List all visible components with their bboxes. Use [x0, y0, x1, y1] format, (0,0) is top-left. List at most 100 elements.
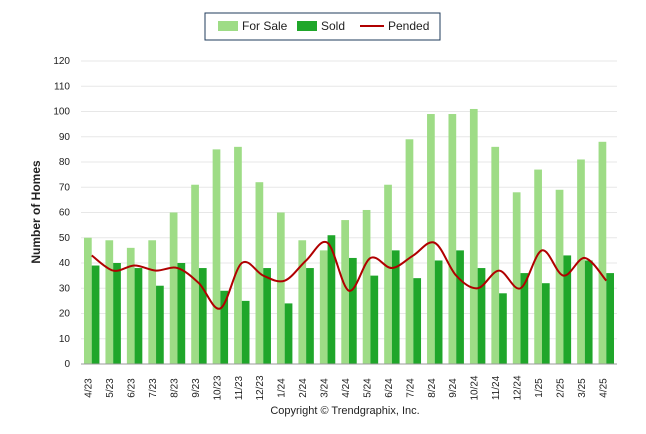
x-tick-label-2-24: 2/24 — [298, 378, 309, 398]
sold-bar-12-24 — [520, 273, 529, 364]
for-sale-bar-9-24 — [448, 114, 457, 365]
legend-item-sold-swatch — [297, 21, 317, 31]
legend-item-pended-label: Pended — [388, 19, 429, 33]
ticks-group: 0 10 20 30 40 50 60 70 80 90 100 110 120 4/23 5/23 6/23… — [53, 56, 609, 401]
legend-box — [204, 12, 441, 41]
sold-bar-1-24 — [284, 303, 293, 364]
x-tick-label-10-24: 10/24 — [470, 375, 481, 400]
legend-item-sold-label: Sold — [321, 19, 345, 33]
for-sale-bar-4-24 — [341, 220, 349, 364]
sold-bar-7-24 — [413, 278, 422, 364]
y-tick-label-10: 10 — [59, 334, 71, 345]
for-sale-bar-3-25 — [577, 159, 585, 364]
legend-item-for-sale-label: For Sale — [242, 19, 288, 33]
for-sale-bar-12-24 — [512, 192, 521, 364]
x-tick-label-4-24: 4/24 — [341, 378, 352, 398]
for-sale-bar-11-23 — [234, 146, 242, 364]
for-sale-bar-6-24 — [384, 184, 392, 364]
for-sale-bar-2-24 — [298, 240, 307, 364]
for-sale-bar-4-23 — [84, 237, 92, 364]
sold-bar-10-24 — [477, 268, 486, 364]
for-sale-bar-10-23 — [212, 149, 221, 364]
sold-bar-4-24 — [349, 257, 357, 364]
x-tick-label-4-23: 4/23 — [84, 378, 95, 398]
sold-bar-11-23 — [241, 300, 250, 364]
sold-bar-2-24 — [306, 268, 314, 364]
sold-bar-8-23 — [177, 263, 186, 364]
sold-bar-11-24 — [499, 293, 507, 364]
x-tick-label-3-25: 3/25 — [577, 378, 588, 398]
x-tick-label-5-23: 5/23 — [105, 378, 116, 398]
y-tick-label-30: 30 — [59, 283, 71, 294]
for-sale-bar-4-25 — [598, 141, 607, 364]
for-sale-bar-8-24 — [427, 114, 435, 365]
sold-bar-1-25 — [541, 283, 550, 364]
sold-bar-2-25 — [563, 255, 572, 364]
x-tick-label-1-24: 1/24 — [277, 378, 288, 398]
sold-bar-4-25 — [606, 273, 614, 364]
for-sale-bar-8-23 — [169, 212, 178, 364]
sold-bar-9-23 — [198, 268, 207, 364]
for-sale-bar-5-24 — [362, 209, 371, 364]
for-sale-bar-7-23 — [148, 240, 157, 364]
y-tick-label-60: 60 — [59, 208, 71, 219]
y-tick-label-80: 80 — [59, 157, 71, 168]
sold-bar-10-23 — [220, 290, 229, 364]
sold-bar-9-24 — [456, 250, 464, 364]
for-sale-bar-2-25 — [555, 189, 564, 364]
y-tick-label-20: 20 — [59, 309, 71, 320]
bars-group — [84, 108, 614, 365]
for-sale-bar-6-23 — [126, 247, 135, 364]
for-sale-bar-7-24 — [405, 139, 414, 364]
x-tick-label-4-25: 4/25 — [598, 378, 609, 398]
for-sale-bar-5-23 — [105, 240, 114, 364]
y-tick-label-50: 50 — [59, 233, 71, 244]
x-tick-label-7-24: 7/24 — [405, 378, 416, 398]
x-tick-label-10-23: 10/23 — [212, 375, 223, 400]
x-tick-label-9-23: 9/23 — [191, 378, 202, 398]
for-sale-bar-9-23 — [191, 184, 199, 364]
sold-bar-6-24 — [391, 250, 400, 364]
y-tick-label-110: 110 — [54, 81, 70, 92]
y-tick-label-0: 0 — [64, 359, 70, 370]
x-tick-label-2-25: 2/25 — [555, 378, 566, 398]
legend: For Sale Sold Pended — [204, 12, 441, 41]
pended-series-line — [91, 240, 608, 310]
sold-bar-3-25 — [584, 260, 593, 364]
for-sale-bar-10-24 — [469, 108, 478, 364]
sold-bar-5-23 — [113, 263, 121, 364]
x-tick-label-8-24: 8/24 — [427, 378, 438, 398]
x-tick-label-12-24: 12/24 — [513, 375, 524, 400]
y-tick-label-100: 100 — [53, 107, 70, 118]
x-tick-label-3-24: 3/24 — [320, 378, 331, 398]
copyright-text: Copyright © Trendgraphix, Inc. — [270, 405, 419, 417]
sold-bar-7-23 — [156, 285, 164, 364]
y-tick-label-40: 40 — [59, 258, 71, 269]
y-tick-label-90: 90 — [59, 132, 71, 143]
y-tick-label-120: 120 — [53, 56, 70, 67]
for-sale-bar-1-25 — [534, 169, 542, 364]
sold-bar-6-23 — [134, 268, 143, 364]
for-sale-bar-3-24 — [319, 250, 328, 364]
x-tick-label-6-24: 6/24 — [384, 378, 395, 398]
y-tick-label-70: 70 — [59, 182, 71, 193]
y-axis-label: Number of Homes — [29, 160, 43, 264]
x-tick-label-12-23: 12/23 — [255, 375, 266, 400]
legend-item-for-sale-swatch — [218, 21, 238, 31]
sold-bar-3-24 — [327, 235, 336, 364]
line-group — [91, 240, 608, 310]
for-sale-bar-1-24 — [276, 212, 285, 364]
x-tick-label-8-23: 8/23 — [169, 378, 180, 398]
sold-bar-8-24 — [434, 260, 443, 364]
sold-bar-5-24 — [370, 275, 379, 364]
x-tick-label-11-24: 11/24 — [491, 375, 502, 400]
x-tick-label-7-23: 7/23 — [148, 378, 159, 398]
x-tick-label-1-25: 1/25 — [534, 378, 545, 398]
for-sale-bar-11-24 — [491, 146, 500, 364]
sold-bar-4-23 — [91, 265, 100, 364]
x-tick-label-6-23: 6/23 — [127, 378, 138, 398]
x-tick-label-11-23: 11/23 — [234, 375, 245, 400]
